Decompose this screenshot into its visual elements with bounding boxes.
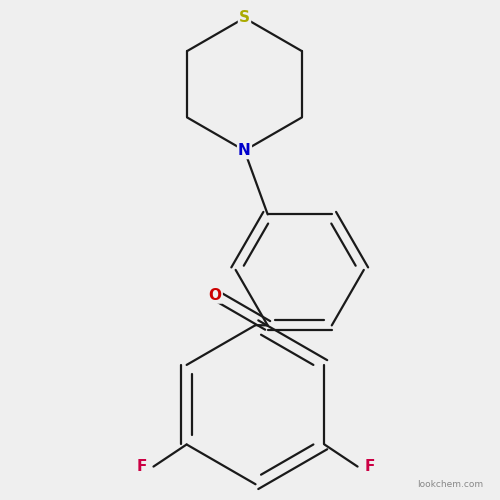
Text: F: F xyxy=(364,459,375,474)
Text: O: O xyxy=(208,288,222,302)
Text: S: S xyxy=(239,10,250,26)
Text: N: N xyxy=(238,143,251,158)
Text: F: F xyxy=(136,459,146,474)
Text: lookchem.com: lookchem.com xyxy=(418,480,484,488)
